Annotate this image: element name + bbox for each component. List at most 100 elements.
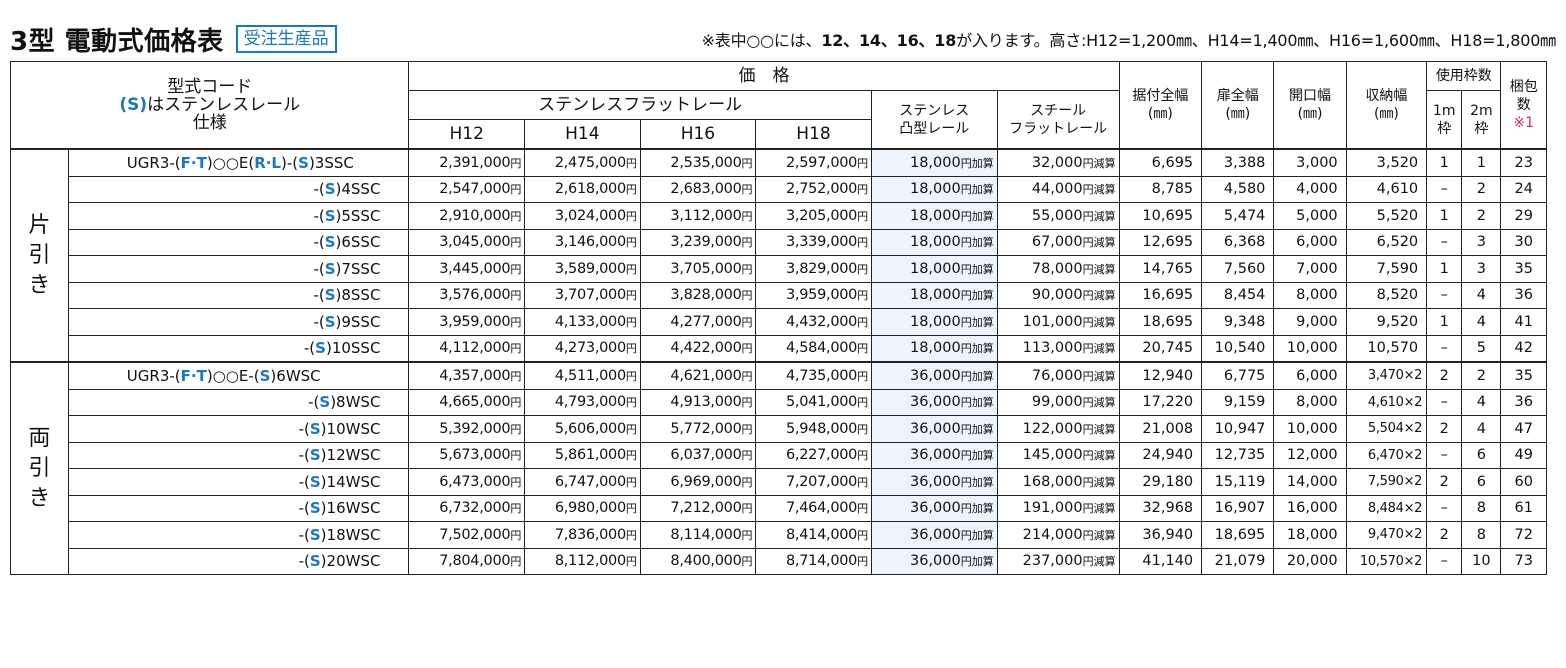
model-suffix: )20WSC [320,552,381,571]
price-h12-cell: 5,392,000円 [408,415,526,443]
yen-unit: 円 [857,209,868,223]
model-suffix: )8WSC [330,393,381,412]
door-width-cell: 10,947 [1201,415,1275,443]
stainless-convex-cell: 18,000円加算 [870,255,998,283]
yen-unit: 円 [625,236,637,250]
model-prefix: -( [298,419,310,438]
convex-value: 18,000 [909,154,961,171]
convex-value: 18,000 [909,287,961,304]
pack-count-cell: 30 [1500,228,1547,256]
stainless-convex-cell: 36,000円加算 [870,494,998,522]
price-h18-cell: 6,227,000円 [755,441,872,469]
add-unit: 円加算 [960,449,994,463]
price-h18-cell: 2,597,000円 [755,148,872,177]
price-h12-cell: 3,445,000円 [408,255,526,283]
frame-2m-cell: 6 [1461,441,1502,469]
yen-unit: 円 [857,475,868,489]
price-h16-cell: 3,112,000円 [639,202,757,230]
price-h18-cell: 3,205,000円 [755,202,872,230]
price-h18-cell: 4,735,000円 [755,361,872,390]
price-value: 3,146,000 [554,234,626,251]
convex-value: 36,000 [909,473,961,490]
model-header-line3: 仕様 [192,113,227,133]
opening-width-cell: 5,000 [1273,202,1347,230]
add-unit: 円加算 [960,475,994,489]
group-label: 片引き [10,148,69,363]
price-value: 3,829,000 [786,260,858,277]
yen-unit: 円 [857,555,868,569]
frame-1m-cell: – [1426,228,1463,256]
yen-unit: 円 [510,475,522,489]
model-header-line2: (S)はステンレスレール [14,96,405,114]
add-unit: 円加算 [960,396,994,410]
price-value: 5,673,000 [439,447,511,464]
model-suffix: )4SSC [335,180,381,199]
install-width-cell: 12,940 [1118,361,1203,390]
add-unit: 円加算 [960,156,994,170]
storage-width-cell: 6,470×2 [1345,441,1428,469]
steel-value: 145,000 [1022,447,1083,464]
convex-value: 36,000 [909,420,961,437]
frame-2m-cell: 1 [1461,148,1502,177]
price-h16-cell: 8,400,000円 [639,547,757,575]
add-unit: 円加算 [960,262,994,276]
stainless-convex-header: ステンレス 凸型レール [870,90,998,150]
convex-value: 36,000 [909,553,961,570]
price-value: 2,910,000 [439,207,511,224]
stainless-flat-header: ステンレスフラットレール [408,90,872,120]
price-value: 7,464,000 [786,500,858,517]
price-h12-cell: 3,576,000円 [408,281,526,309]
price-value: 7,207,000 [786,473,858,490]
model-code-cell: -(S)14WSC [67,468,410,496]
model-code-header: 型式コード (S)はステンレスレール 仕様 [9,61,410,150]
model-rl: R·L [254,153,281,172]
steel-flat-header: スチール フラットレール [996,90,1120,150]
price-h14-cell: 4,793,000円 [524,388,641,416]
price-value: 5,948,000 [786,420,858,437]
table-row: -(S)7SSC 3,445,000円 3,589,000円 3,705,000円 3,… [11,255,1547,283]
price-h16-cell: 3,828,000円 [639,281,757,309]
group-label-char: き [28,272,51,298]
model-s: S [324,233,336,252]
steel-flat-cell: 67,000円減算 [996,228,1120,256]
price-value: 3,045,000 [439,234,511,251]
pack-header-ref: ※1 [1513,115,1535,131]
price-value: 4,511,000 [554,367,626,384]
group-label-char: 引 [28,242,51,268]
frame-1m-cell: – [1426,175,1463,203]
price-h18-cell: 4,584,000円 [755,334,872,363]
pack-count-cell: 36 [1500,388,1547,416]
pack-count-cell: 35 [1500,255,1547,283]
frame-2m-header: 2m 枠 [1461,90,1502,150]
price-h14-cell: 5,861,000円 [524,441,641,469]
price-value: 2,535,000 [670,154,742,171]
yen-unit: 円 [857,262,868,276]
price-h18-cell: 3,959,000円 [755,281,872,309]
model-suffix: )3SSC [308,153,354,172]
table-row: -(S)6SSC 3,045,000円 3,146,000円 3,239,000円 3,… [11,228,1547,256]
model-prefix: -( [298,446,310,465]
door-width-header-l2: (㎜) [1225,106,1251,122]
model-suffix: )5SSC [335,206,381,225]
storage-width-header: 収納幅 (㎜) [1345,61,1428,150]
model-mid: )○○E-( [206,366,260,385]
convex-value: 18,000 [909,340,961,357]
model-code-cell: -(S)5SSC [67,202,410,230]
opening-width-cell: 16,000 [1273,494,1347,522]
price-h14-cell: 2,618,000円 [524,175,641,203]
yen-unit: 円 [741,422,753,436]
model-suffix: )10WSC [320,419,381,438]
convex-value: 18,000 [909,207,961,224]
price-value: 6,980,000 [554,500,626,517]
yen-unit: 円 [857,369,868,383]
stainless-convex-cell: 18,000円加算 [870,202,998,230]
price-h14-cell: 3,146,000円 [524,228,641,256]
yen-unit: 円 [625,475,637,489]
price-value: 5,606,000 [554,420,626,437]
steel-value: 32,000 [1031,154,1083,171]
yen-unit: 円 [857,289,868,303]
frame-1m-cell: 2 [1426,415,1463,443]
steel-flat-header-l1: スチール [1030,102,1087,119]
frame-1m-cell: 1 [1426,255,1463,283]
price-value: 4,665,000 [439,394,511,411]
